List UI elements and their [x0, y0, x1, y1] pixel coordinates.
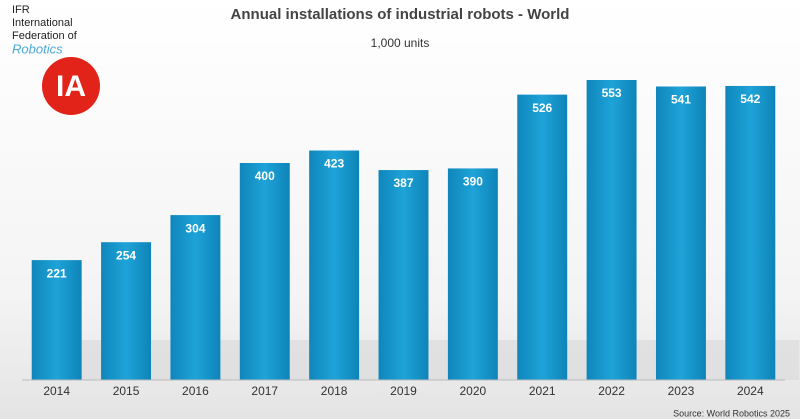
value-label: 387 — [393, 176, 413, 190]
logo-text: Federation of — [12, 30, 78, 42]
x-tick-label: 2024 — [737, 384, 764, 398]
logo-badge — [42, 57, 100, 115]
value-label: 541 — [671, 93, 691, 107]
value-label: 423 — [324, 157, 344, 171]
value-label: 553 — [602, 86, 622, 100]
bar — [447, 168, 498, 380]
x-tick-label: 2017 — [251, 384, 278, 398]
x-tick-label: 2018 — [321, 384, 348, 398]
source-note: Source: World Robotics 2025 — [673, 408, 790, 418]
value-label: 304 — [185, 221, 205, 235]
x-tick-label: 2022 — [598, 384, 625, 398]
x-tick-label: 2023 — [668, 384, 695, 398]
logo-text: Robotics — [12, 41, 63, 56]
value-label: 400 — [255, 169, 275, 183]
x-tick-label: 2015 — [113, 384, 140, 398]
logo-badge-text: IA — [56, 70, 86, 103]
bar — [586, 80, 637, 380]
value-label: 221 — [47, 266, 67, 280]
x-tick-label: 2019 — [390, 384, 417, 398]
bar — [725, 85, 776, 380]
bar — [309, 150, 360, 380]
x-tick-label: 2016 — [182, 384, 209, 398]
logo-text: IFR — [12, 4, 30, 16]
bar — [170, 215, 221, 380]
value-label: 526 — [532, 101, 552, 115]
chart-subtitle: 1,000 units — [371, 36, 430, 50]
bar — [239, 163, 290, 380]
value-label: 542 — [740, 92, 760, 106]
bar — [517, 94, 568, 381]
chart-title: Annual installations of industrial robot… — [231, 6, 570, 23]
bar — [101, 242, 152, 380]
bar — [31, 260, 82, 380]
x-tick-label: 2014 — [43, 384, 70, 398]
bar — [378, 170, 429, 380]
x-tick-label: 2020 — [460, 384, 487, 398]
x-tick-label: 2021 — [529, 384, 556, 398]
value-label: 390 — [463, 175, 483, 189]
logo: IFR International Federation of Robotics… — [12, 4, 100, 115]
value-label: 254 — [116, 248, 136, 262]
logo-text: International — [12, 17, 73, 29]
bar — [655, 86, 706, 380]
